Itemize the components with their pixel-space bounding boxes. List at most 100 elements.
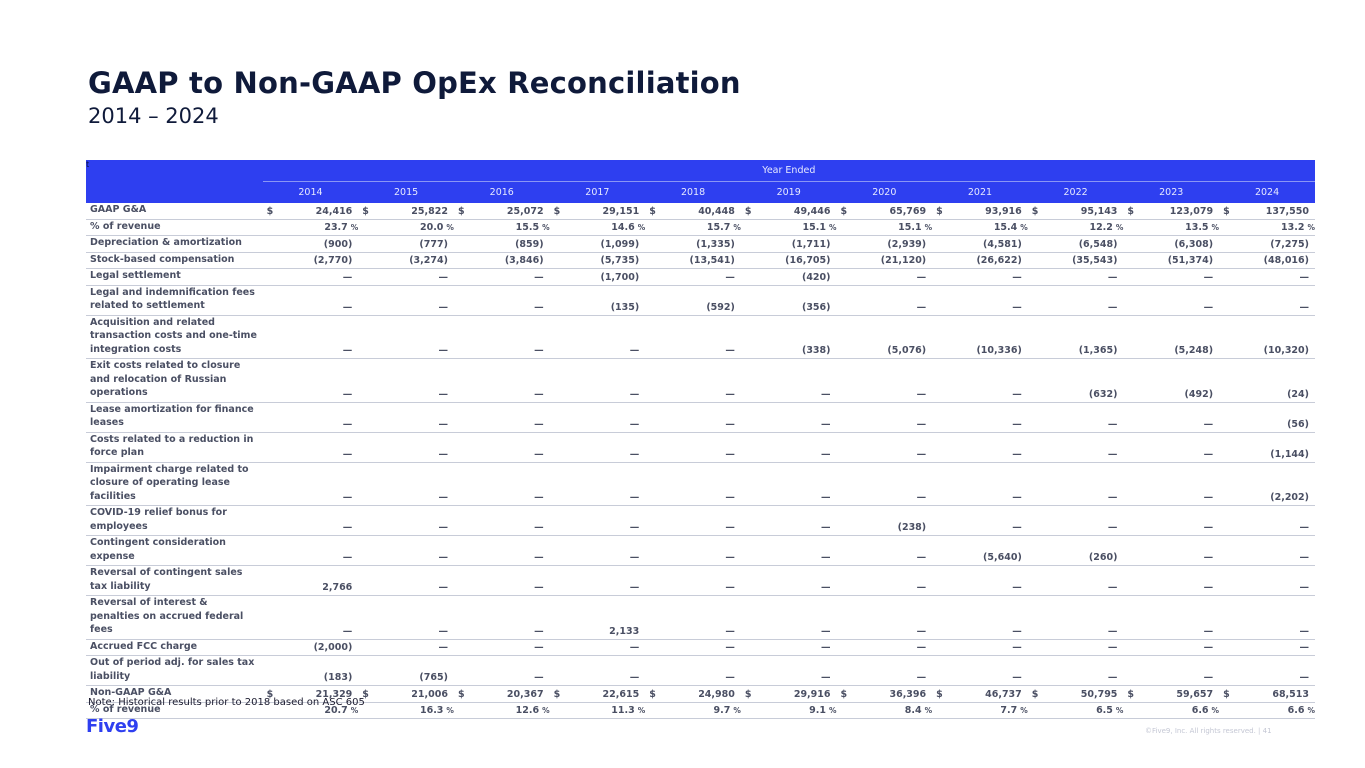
cell-value: —	[1012, 582, 1022, 593]
currency-cell	[1219, 462, 1232, 506]
currency-cell	[453, 535, 466, 566]
value-cell: —	[657, 639, 741, 656]
value-cell: 40,448	[657, 203, 741, 220]
value-cell: (7,275)	[1231, 235, 1315, 253]
cell-value: 49,446	[793, 205, 831, 217]
value-cell: 6.6%	[1135, 702, 1220, 719]
currency-cell	[740, 595, 753, 640]
currency-cell: $	[932, 685, 945, 703]
cell-value: (900)	[323, 238, 353, 250]
value-cell: —	[752, 595, 837, 640]
cell-value: —	[534, 418, 544, 430]
cell-value: —	[1299, 642, 1310, 653]
cell-value: —	[1203, 492, 1214, 503]
percent-sign: %	[350, 706, 359, 715]
value-cell: —	[561, 315, 646, 359]
cell-value: (859)	[515, 238, 544, 250]
cell-value: —	[1107, 522, 1118, 533]
cell-value: —	[725, 271, 735, 283]
currency-cell	[1123, 462, 1136, 506]
currency-cell	[1123, 702, 1136, 719]
value-cell: (16,705)	[752, 252, 837, 269]
cell-value: (21,120)	[880, 255, 927, 266]
currency-cell	[836, 235, 849, 253]
percent-sign: %	[924, 223, 933, 232]
value-cell: —	[561, 655, 646, 686]
currency-cell	[932, 595, 945, 640]
table-row: Reversal of contingent sales tax liabili…	[86, 565, 1315, 596]
cell-value: 15.7	[706, 222, 731, 233]
value-cell: (2,000)	[274, 639, 359, 656]
currency-cell: $	[1219, 203, 1232, 220]
value-cell: 15.4%	[944, 219, 1028, 236]
currency-cell	[836, 462, 849, 506]
cell-value: —	[1107, 301, 1118, 313]
table-row: % of revenue 23.7% 20.0% 15.5% 14.6% 15.7% 15.…	[86, 219, 1315, 236]
value-cell: —	[1231, 268, 1315, 286]
value-cell: 11.3%	[561, 702, 646, 719]
value-cell: —	[370, 315, 454, 359]
cell-value: —	[629, 345, 640, 356]
year-header-2015: 2015	[358, 181, 454, 203]
cell-value: (6,548)	[1078, 238, 1118, 250]
cell-value: (5,076)	[887, 345, 927, 356]
cell-value: 6.6	[1287, 705, 1305, 716]
cell-value: 21,329	[315, 688, 353, 700]
currency-cell	[453, 639, 466, 656]
value-cell: —	[1231, 639, 1315, 656]
value-cell: —	[848, 565, 933, 596]
currency-cell	[1219, 268, 1232, 286]
cell-value: —	[725, 625, 735, 637]
currency-cell	[836, 315, 849, 359]
currency-cell	[740, 432, 753, 463]
currency-cell	[1123, 655, 1136, 686]
percent-sign: %	[1020, 223, 1028, 232]
cell-value: (777)	[419, 238, 448, 250]
currency-cell	[453, 358, 466, 403]
cell-value: —	[1299, 582, 1310, 593]
value-cell: —	[848, 535, 933, 566]
row-label: % of revenue	[86, 219, 263, 236]
cell-value: —	[725, 388, 735, 400]
value-cell: (592)	[657, 285, 741, 316]
value-cell: —	[370, 285, 454, 316]
value-cell: (260)	[1039, 535, 1124, 566]
value-cell: 9.1%	[752, 702, 837, 719]
cell-value: —	[438, 582, 448, 593]
value-cell: 59,657	[1135, 685, 1220, 703]
currency-cell	[358, 462, 371, 506]
currency-cell	[836, 565, 849, 596]
currency-cell: $	[549, 685, 562, 703]
value-cell: —	[274, 285, 359, 316]
row-label: Lease amortization for finance leases	[86, 402, 263, 433]
cell-value: 29,916	[793, 688, 831, 700]
cell-value: —	[1203, 672, 1214, 683]
cell-value: —	[821, 418, 831, 430]
value-cell: —	[752, 565, 837, 596]
value-cell: —	[465, 358, 550, 403]
page-subtitle: 2014 – 2024	[88, 104, 219, 128]
value-cell: —	[657, 402, 741, 433]
value-cell: (21,120)	[848, 252, 933, 269]
cell-value: —	[342, 345, 353, 356]
value-cell: —	[465, 565, 550, 596]
value-cell: (1,711)	[752, 235, 837, 253]
currency-cell	[1027, 402, 1040, 433]
cell-value: (10,336)	[976, 345, 1022, 356]
currency-cell	[1123, 235, 1136, 253]
value-cell: —	[274, 268, 359, 286]
value-cell: —	[1231, 535, 1315, 566]
cell-value: —	[438, 448, 448, 460]
currency-cell	[549, 315, 562, 359]
row-label: Depreciation & amortization	[86, 235, 263, 253]
table-row: GAAP G&A $24,416 $25,822 $25,072 $29,151 $40,…	[86, 203, 1315, 220]
cell-value: (183)	[323, 672, 353, 683]
cell-value: —	[916, 625, 927, 637]
cell-value: —	[342, 418, 353, 430]
table-row: Acquisition and related transaction cost…	[86, 315, 1315, 359]
currency-cell: $	[836, 203, 849, 220]
currency-cell	[1027, 655, 1040, 686]
cell-value: (2,000)	[313, 642, 353, 653]
value-cell: —	[1135, 268, 1220, 286]
value-cell: —	[1135, 595, 1220, 640]
